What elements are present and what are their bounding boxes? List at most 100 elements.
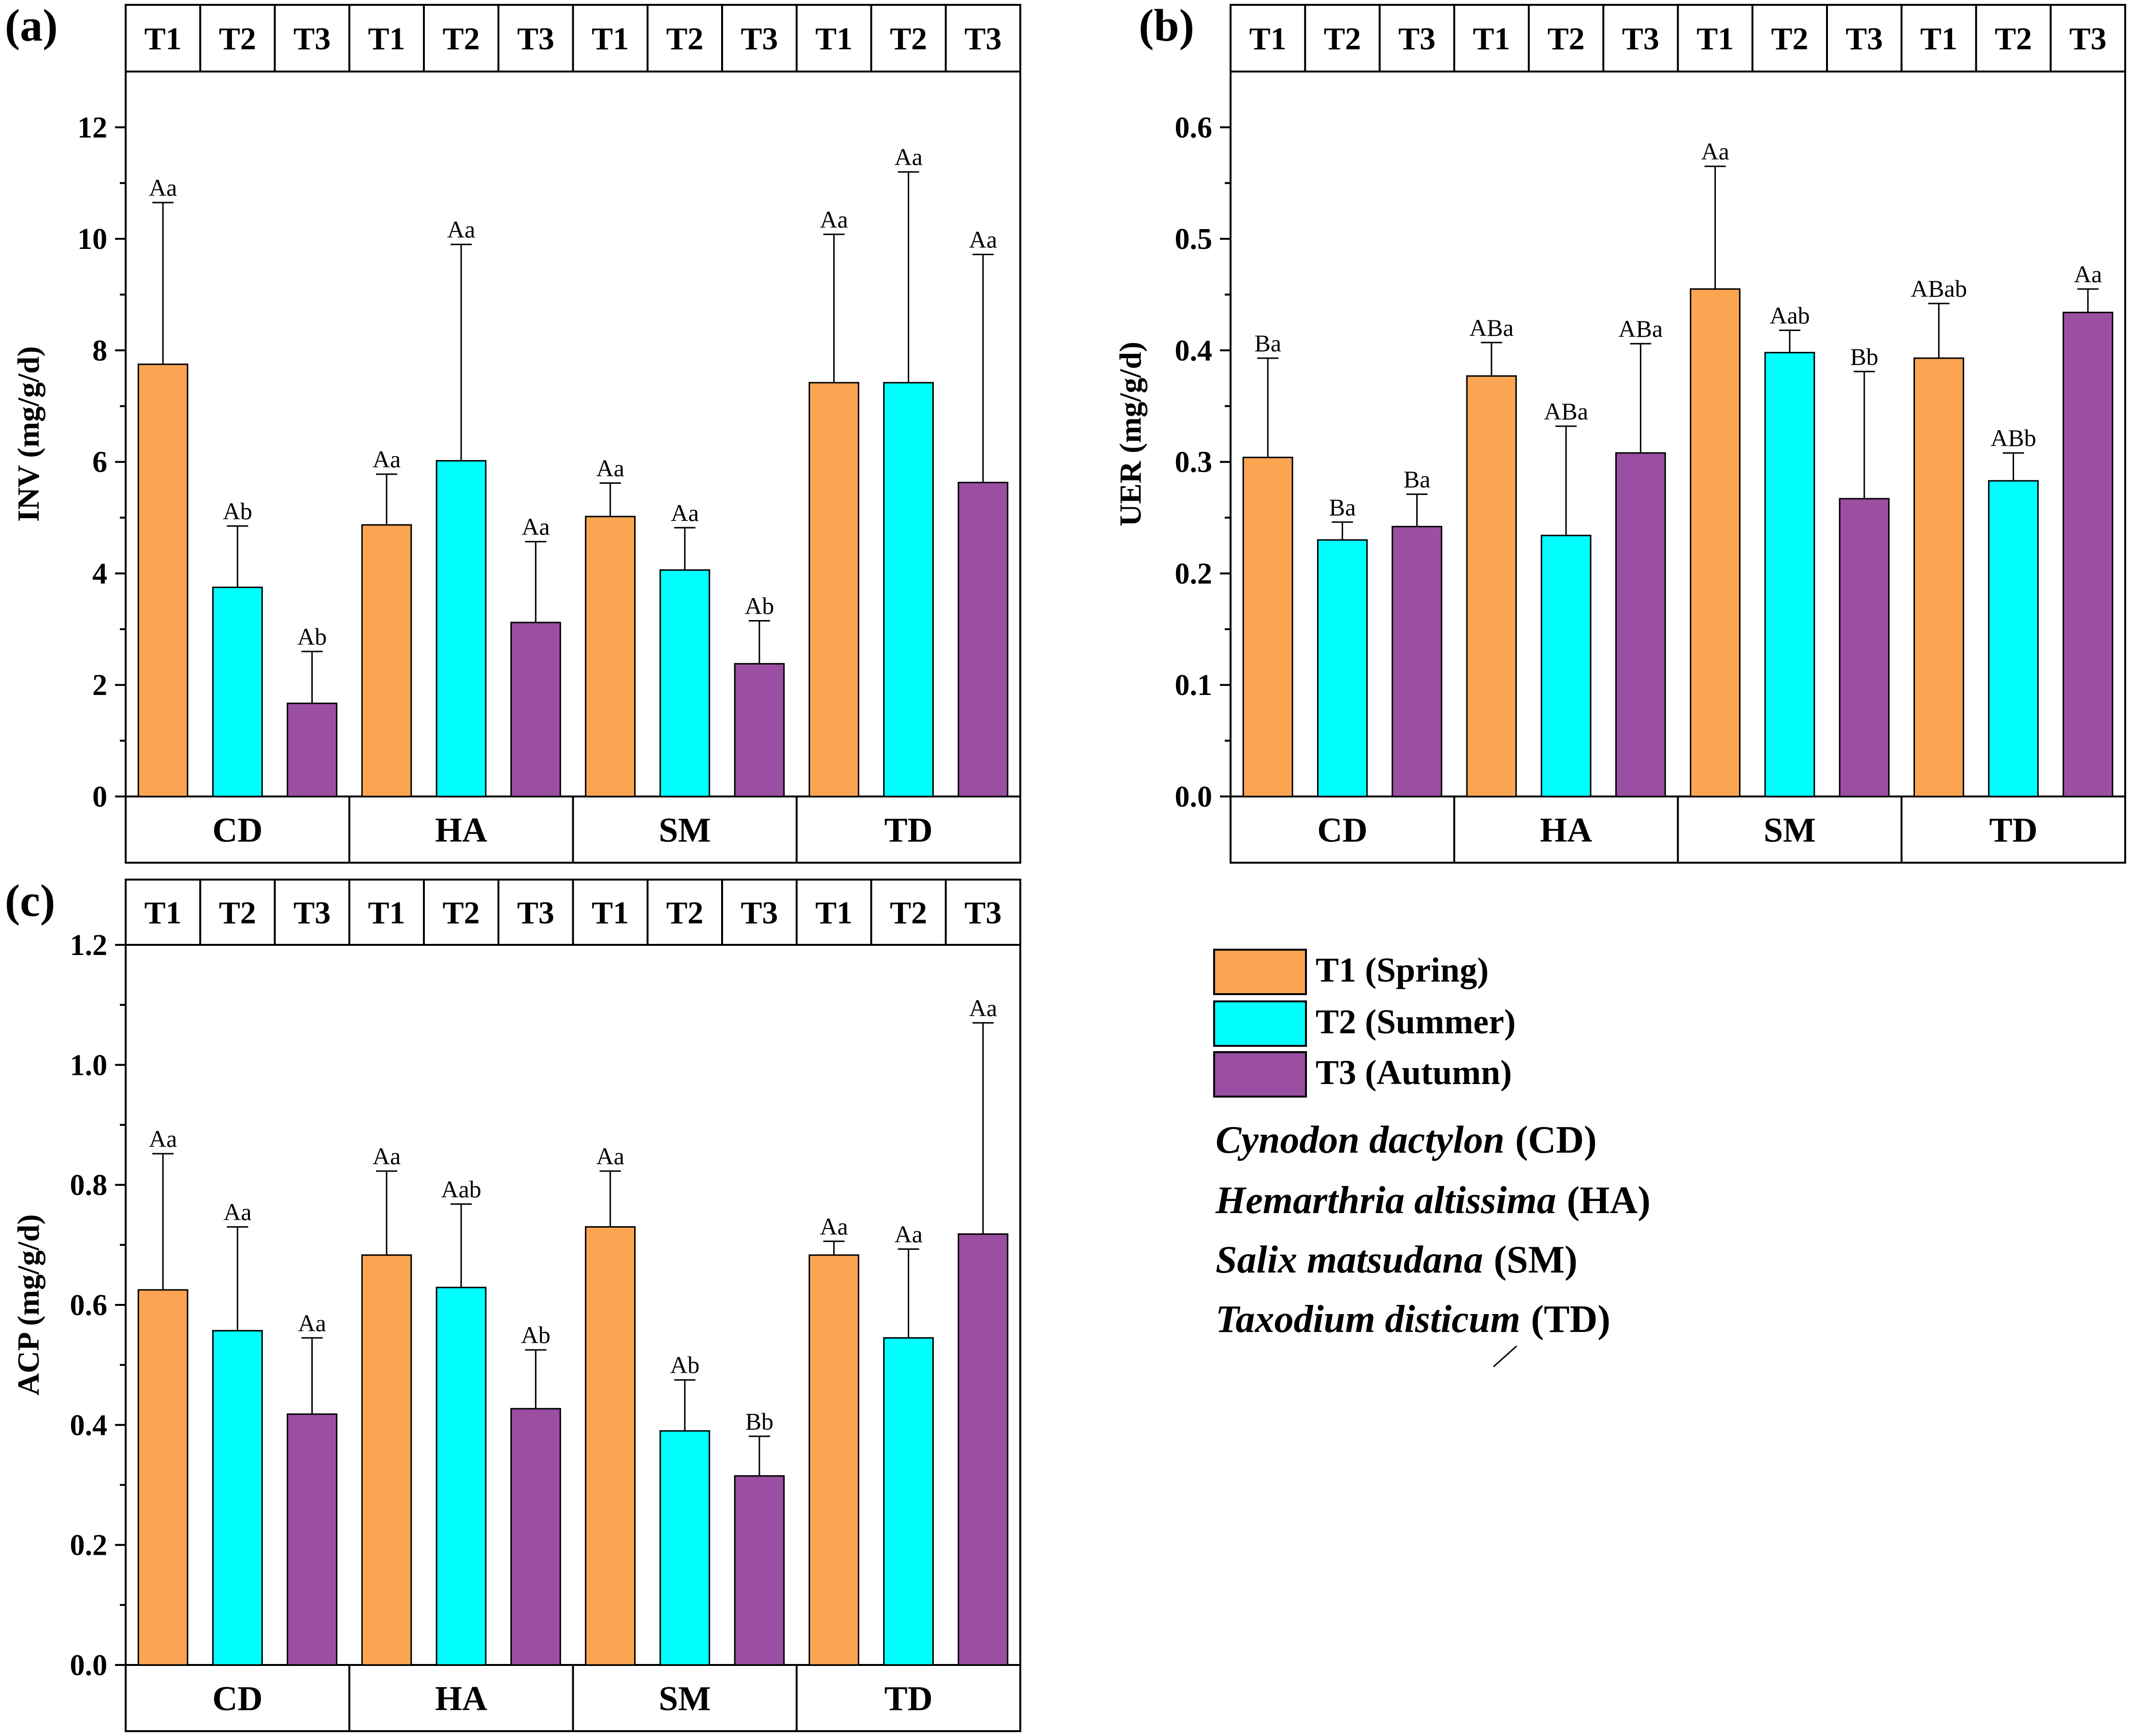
species-abbr-sm: (SM) xyxy=(1494,1239,1578,1281)
bar-td-t2 xyxy=(1988,480,2039,797)
chart-panel-2: T1 T2 T3 T1 T2 T3 T1 T2 T3 T1 T2 T3 CD HA SM TD 0.0 0.1 0.… xyxy=(1113,0,2126,864)
y-tick-label: 0.1 xyxy=(1175,669,1213,702)
header-label-t2: T2 xyxy=(219,896,256,931)
significance-label: Aa xyxy=(1701,138,1729,165)
header-label-t3: T3 xyxy=(2069,21,2106,57)
y-tick-label: 0 xyxy=(92,781,107,813)
significance-label: Ba xyxy=(1254,330,1281,357)
y-tick-label: 0.2 xyxy=(1175,557,1213,590)
significance-label: ABb xyxy=(1990,424,2036,451)
bar-sm-t1 xyxy=(1690,288,1741,797)
bar-ha-t1 xyxy=(1466,375,1517,797)
y-tick-label: 10 xyxy=(77,223,107,256)
y-tick-label: 0.0 xyxy=(70,1649,108,1682)
species-line-sm: Salix matsudana (SM) xyxy=(1216,1239,1578,1281)
header-label-t2: T2 xyxy=(1771,21,1808,57)
bar-ha-t3 xyxy=(510,622,561,797)
bar-sm-t2 xyxy=(659,569,710,797)
bar-td-t2 xyxy=(883,382,934,797)
group-label-td: TD xyxy=(1989,811,2038,850)
bar-cd-t3 xyxy=(287,702,338,797)
bar-cd-t1 xyxy=(137,363,188,797)
chart-panel-1: T1 T2 T3 T1 T2 T3 T1 T2 T3 T1 T2 T3 CD HA SM TD 0 2 4 6 8 10 1… xyxy=(5,0,1021,864)
y-axis-title: UER (mg/g/d) xyxy=(1113,342,1147,526)
header-label-t3: T3 xyxy=(293,896,331,931)
group-label-sm: SM xyxy=(659,1679,711,1718)
header-label-t2: T2 xyxy=(1324,21,1361,57)
significance-label: Aab xyxy=(1769,302,1810,329)
bar-sm-t2 xyxy=(1764,352,1815,797)
header-label-t2: T2 xyxy=(219,21,256,57)
y-tick-label: 0.4 xyxy=(70,1409,108,1442)
bar-ha-t1 xyxy=(361,524,412,797)
header-label-t3: T3 xyxy=(1846,21,1883,57)
header-label-t1: T1 xyxy=(145,21,182,57)
y-tick-label: 2 xyxy=(92,669,107,702)
header-label-t3: T3 xyxy=(741,896,778,931)
species-name-sm: Salix matsudana xyxy=(1216,1239,1483,1281)
bar-cd-t2 xyxy=(1317,539,1368,797)
group-label-ha: HA xyxy=(435,1679,487,1718)
significance-label: Aa xyxy=(969,226,997,253)
bar-sm-t2 xyxy=(659,1430,710,1666)
header-label-t3: T3 xyxy=(741,21,778,57)
bar-td-t1 xyxy=(1913,357,1964,797)
bar-ha-t2 xyxy=(435,1287,487,1666)
significance-label: Ab xyxy=(745,593,774,620)
y-tick-label: 0.6 xyxy=(70,1289,108,1322)
significance-label: Aa xyxy=(149,1125,177,1152)
significance-label: Aa xyxy=(820,1213,848,1240)
header-label-t2: T2 xyxy=(443,896,480,931)
bar-td-t3 xyxy=(2062,311,2114,797)
significance-label: Aa xyxy=(596,455,624,482)
bar-cd-t1 xyxy=(1242,456,1293,797)
header-label-t3: T3 xyxy=(517,21,554,57)
legend: T1 (Spring) T2 (Summer) T3 (Autumn) xyxy=(1213,949,1516,1098)
bar-ha-t2 xyxy=(435,460,487,797)
header-label-t1: T1 xyxy=(815,896,853,931)
group-label-cd: CD xyxy=(212,811,262,850)
significance-label: ABa xyxy=(1469,314,1514,341)
y-tick-label: 0.8 xyxy=(70,1169,108,1202)
species-name-td: Taxodium disticum xyxy=(1216,1298,1521,1341)
significance-label: Bb xyxy=(745,1408,773,1435)
group-label-td: TD xyxy=(884,811,933,850)
y-tick-label: 12 xyxy=(77,111,107,144)
species-line-td: Taxodium disticum (TD) xyxy=(1216,1298,1610,1341)
y-tick-label: 0.2 xyxy=(70,1529,108,1562)
group-label-ha: HA xyxy=(1540,811,1592,850)
bar-ha-t1 xyxy=(361,1254,412,1666)
species-abbr-td: (TD) xyxy=(1531,1298,1610,1341)
bar-ha-t3 xyxy=(510,1408,561,1666)
significance-label: ABab xyxy=(1911,275,1967,302)
significance-label: ABa xyxy=(1619,315,1663,342)
panel-letter: (c) xyxy=(5,876,55,926)
significance-label: Aa xyxy=(223,1199,251,1226)
y-tick-label: 8 xyxy=(92,334,107,367)
significance-label: ABa xyxy=(1544,398,1588,425)
group-label-sm: SM xyxy=(659,811,711,850)
header-label-t3: T3 xyxy=(964,896,1001,931)
significance-label: Ab xyxy=(297,623,327,650)
header-label-t1: T1 xyxy=(592,896,629,931)
bar-ha-t2 xyxy=(1540,535,1592,797)
group-label-cd: CD xyxy=(212,1679,262,1718)
y-axis-title: INV (mg/g/d) xyxy=(11,346,45,521)
y-tick-label: 0.3 xyxy=(1175,446,1213,479)
significance-label: Ab xyxy=(223,497,252,524)
group-label-td: TD xyxy=(884,1679,933,1718)
significance-label: Aab xyxy=(441,1175,481,1202)
group-label-sm: SM xyxy=(1764,811,1816,850)
significance-label: Aa xyxy=(969,994,997,1021)
y-tick-label: 0.4 xyxy=(1175,334,1213,367)
species-abbr-cd: (CD) xyxy=(1515,1119,1597,1161)
header-label-t1: T1 xyxy=(592,21,629,57)
y-axis-title: ACP (mg/g/d) xyxy=(11,1214,45,1395)
header-label-t1: T1 xyxy=(1473,21,1510,57)
header-label-t1: T1 xyxy=(1920,21,1957,57)
header-label-t1: T1 xyxy=(1696,21,1734,57)
species-abbr-ha: (HA) xyxy=(1567,1179,1651,1222)
significance-label: Bb xyxy=(1850,343,1878,370)
bar-sm-t3 xyxy=(734,663,785,797)
significance-label: Aa xyxy=(671,499,699,526)
